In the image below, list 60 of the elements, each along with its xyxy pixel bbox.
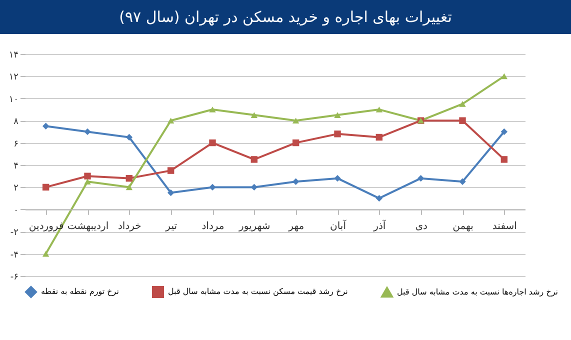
x-tick-label: آذر [372,218,387,232]
point [167,167,174,174]
legend-label: نرخ تورم نقطه به نقطه [41,287,119,296]
x-tick-label: تیر [164,220,178,232]
y-tick-label: -۴ [10,250,19,260]
point [126,184,133,190]
y-tick-label: ۲ [14,184,19,194]
y-tick-label: ۴ [14,162,19,172]
point [459,101,466,107]
y-tick-label: ۰ [14,206,18,216]
point [500,128,508,136]
y-tick-label: ۱۴ [8,50,19,60]
y-tick-label: ۱۲ [8,72,19,83]
y-tick-label: ۶ [14,139,19,150]
chart-title: تغییرات بهای اجاره و خرید مسکن در تهران (سال ۹۷) [0,0,571,34]
point [250,184,258,191]
point [167,118,174,124]
point [292,118,300,124]
legend-label: نرخ رشد قیمت مسکن نسبت به مدت مشابه سال قبل [168,287,348,296]
point [84,128,91,136]
point [500,73,508,80]
point [209,106,216,112]
y-tick-label: -۶ [10,272,19,282]
point [376,106,383,112]
y-tick-label: ۱۰ [8,94,18,105]
point [42,122,50,130]
point [417,174,424,182]
x-tick-label: دی [415,220,428,232]
point [334,174,341,182]
y-tick-label: ۸ [14,117,19,128]
point [209,139,216,146]
point [167,189,174,196]
point [84,178,91,185]
x-tick-label: اسفند [492,220,517,232]
point [334,130,341,138]
point [334,112,341,118]
point [459,117,466,124]
point [376,134,383,141]
x-tick-label: مهر [288,220,304,232]
legend-label: نرخ رشد اجاره‌ها نسبت به مدت مشابه سال قبل [397,287,558,296]
point [250,112,258,118]
point [42,184,50,191]
x-tick-label: مرداد [202,220,224,232]
point [209,184,216,191]
x-tick-label: بهمن [452,220,474,232]
x-tick-label: آبان [330,218,348,232]
point [376,194,383,202]
point [500,156,508,163]
point [42,250,50,257]
x-tick-label: اردیبهشت [67,220,109,232]
point [126,174,133,182]
y-tick-label: -۲ [10,228,19,238]
point [250,156,258,163]
point [292,178,300,186]
point [84,172,91,180]
x-tick-label: شهریور [238,220,270,232]
point [292,139,300,146]
point [126,134,133,141]
x-tick-label: خرداد [118,220,142,232]
point [459,178,466,186]
